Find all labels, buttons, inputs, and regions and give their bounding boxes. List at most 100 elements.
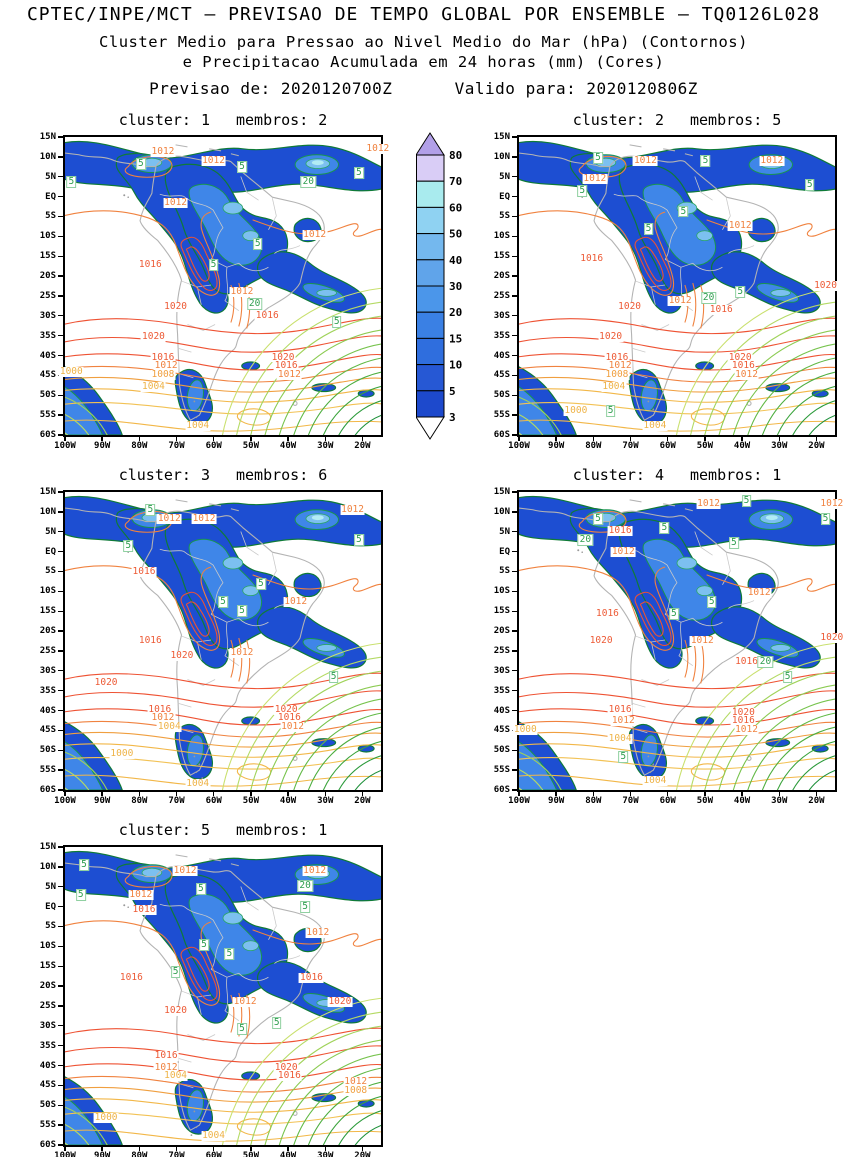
lon-tick-label: 60W [205, 1151, 222, 1157]
lat-tick-label: 50S [39, 1100, 56, 1111]
membros-label: membros: [690, 466, 763, 484]
lon-tick-label: 50W [696, 796, 714, 806]
lat-tick-label: 5S [45, 566, 56, 577]
lon-tick-label: 90W [548, 441, 565, 451]
lon-tick-label: 80W [131, 1151, 148, 1157]
lon-tick [250, 790, 252, 796]
lon-tick-label: 40W [733, 796, 751, 806]
lat-tick-label: 10S [493, 586, 510, 597]
pressure-contour-label: 1020 [730, 706, 756, 718]
lon-tick-label: 90W [548, 796, 565, 806]
precip-contour-label: 5 [331, 315, 342, 328]
colorbar-level-label: 3 [449, 411, 456, 424]
membros-label: membros: [690, 111, 763, 129]
lat-tick-label: 15S [493, 606, 510, 617]
pressure-contour-label: 1020 [727, 351, 753, 363]
lon-tick [175, 790, 178, 796]
lat-tick [58, 1064, 65, 1067]
pressure-contour-label: 1020 [327, 995, 353, 1007]
lat-tick-label: 35S [39, 685, 56, 696]
pressure-contour-label: 1004 [601, 381, 627, 393]
lat-tick-label: 40S [39, 705, 56, 716]
lat-tick-label: 60S [39, 1140, 56, 1150]
membros-count: 2 [318, 111, 328, 129]
pressure-contour-label: 1012 [746, 587, 772, 599]
pressure-contour-label: 1016 [118, 972, 144, 984]
lon-tick [287, 1145, 289, 1151]
lat-tick [58, 610, 65, 612]
pressure-contour-label: 1016 [150, 351, 176, 363]
lon-tick [175, 435, 178, 441]
pressure-contour-label: 1016 [579, 253, 605, 265]
pressure-contour-label: 1000 [563, 405, 589, 417]
lat-tick-label: 45S [493, 370, 510, 381]
lat-tick-label: 20S [493, 626, 510, 637]
lat-tick-label: 50S [493, 745, 510, 756]
pressure-contour-label: 1020 [270, 351, 296, 363]
lon-tick [101, 435, 103, 441]
lon-tick-label: 30W [771, 796, 788, 806]
lon-tick [138, 435, 141, 441]
lon-tick-label: 40W [733, 441, 751, 451]
colorbar-level-label: 80 [449, 149, 462, 162]
lat-tick-label: 5N [45, 171, 56, 182]
precip-contour-label: 5 [706, 596, 717, 609]
lat-tick [58, 176, 65, 178]
lat-tick-label: 15S [39, 606, 56, 617]
lat-tick-label: 5S [45, 211, 56, 222]
membros-label: membros: [236, 111, 309, 129]
lon-tick [778, 790, 780, 796]
lat-tick [58, 1044, 65, 1047]
lon-tick-label: 50W [696, 441, 714, 451]
lon-tick [324, 790, 326, 796]
lon-tick-label: 90W [94, 796, 111, 806]
lat-tick [512, 709, 519, 712]
forecast-times-line: Previsao de: 2020120700Z Valido para: 20… [0, 79, 847, 98]
lat-tick [58, 255, 65, 257]
colorbar-segment [416, 337, 445, 366]
lon-tick [250, 435, 252, 441]
lon-tick-label: 20W [808, 441, 825, 451]
lat-tick-label: 35S [39, 1040, 56, 1051]
lat-tick-label: 60S [39, 785, 56, 795]
pressure-contour-label: 1012 [232, 995, 258, 1007]
lon-tick [64, 790, 66, 796]
lat-tick-label: 10N [39, 151, 56, 162]
colorbar-level-label: 50 [449, 228, 462, 241]
colorbar-arrow-top [416, 132, 445, 156]
lat-tick-label: 15N [39, 487, 56, 497]
pressure-contour-label: 1004 [642, 420, 668, 432]
pressure-contour-label: 1016 [595, 608, 620, 620]
colorbar-segment [416, 311, 445, 339]
colorbar-segment [416, 259, 445, 287]
lat-tick [58, 866, 65, 868]
precip-contour-label: 5 [218, 596, 228, 609]
lat-tick-label: 40S [39, 350, 56, 361]
lat-tick [512, 531, 519, 533]
pressure-contour-label: 1012 [229, 646, 255, 658]
pressure-contour-label: 1000 [109, 748, 135, 760]
precip-contour-label: 5 [135, 157, 146, 170]
lon-tick [815, 790, 818, 796]
lon-tick [138, 1145, 141, 1151]
lat-tick [58, 491, 65, 493]
lat-tick-label: 25S [39, 645, 56, 656]
lon-tick [138, 790, 141, 796]
lon-tick-label: 30W [317, 796, 334, 806]
precip-contour-label: 5 [237, 160, 247, 173]
lat-tick [58, 905, 65, 908]
lat-tick-label: 15N [39, 842, 56, 852]
lat-tick [58, 749, 65, 751]
colorbar-level-label: 40 [449, 254, 462, 267]
pressure-contour-label: 1004 [642, 775, 668, 787]
lon-tick-label: 100W [508, 441, 530, 451]
lat-tick-label: 10S [493, 231, 510, 242]
pressure-contour-label: 1004 [185, 778, 211, 790]
lat-tick-label: 30S [39, 1020, 56, 1031]
lon-tick-label: 60W [659, 796, 676, 806]
lon-tick [175, 1145, 178, 1151]
pressure-contour-label: 1012 [727, 220, 753, 232]
colorbar-segment [416, 180, 445, 208]
pressure-contour-label: 1020 [163, 300, 189, 312]
cluster-label: cluster: [118, 821, 191, 839]
